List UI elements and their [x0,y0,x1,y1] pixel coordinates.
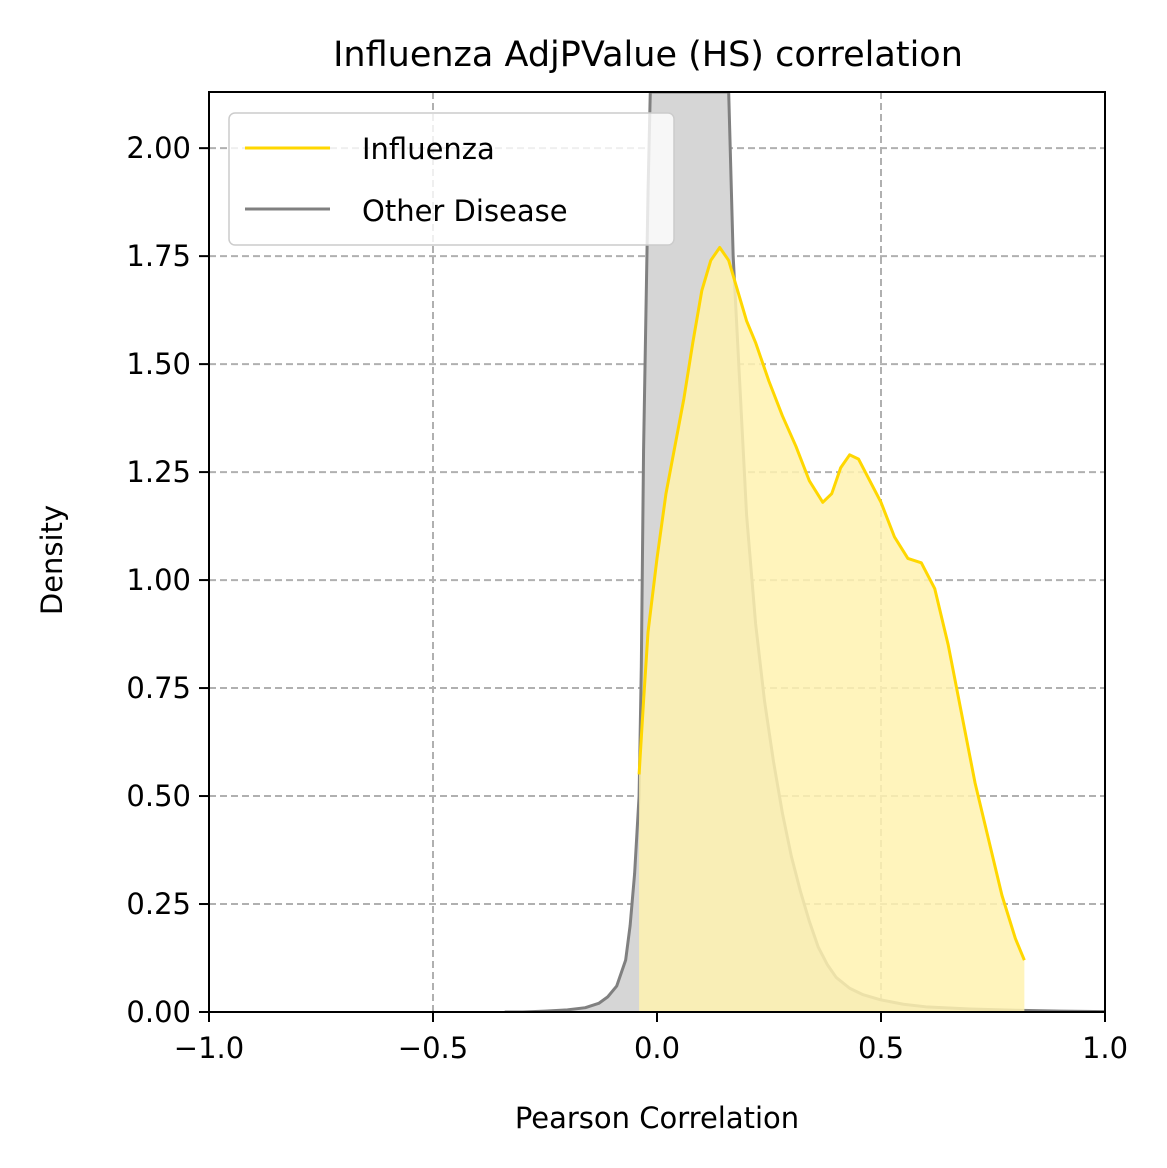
area-influenza [639,247,1025,1012]
x-tick-label-0: −1.0 [174,1031,244,1065]
y-axis-label: Density [35,505,69,615]
y-tick-label-3: 0.75 [126,671,191,705]
y-tick-label-8: 2.00 [126,131,191,165]
chart-title: Influenza AdjPValue (HS) correlation [333,35,963,75]
x-tick-label-2: 0.0 [634,1031,680,1065]
y-tick-label-0: 0.00 [126,995,191,1029]
y-tick-label-7: 1.75 [126,239,191,273]
y-tick-label-1: 0.25 [126,887,191,921]
x-tick-label-4: 1.0 [1082,1031,1128,1065]
series-layer [504,92,1105,1012]
axis-ticks: −1.0 −0.5 0.0 0.5 1.0 0.00 0.25 0.50 0.75 1.00 1.2… [126,131,1128,1065]
x-axis-label: Pearson Correlation [515,1101,799,1135]
legend-box [228,112,675,246]
y-tick-label-4: 1.00 [126,563,191,597]
x-tick-label-3: 0.5 [858,1031,904,1065]
y-tick-label-2: 0.50 [126,779,191,813]
legend: Influenza Other Disease [228,112,675,246]
y-tick-label-5: 1.25 [126,455,191,489]
line-influenza [637,245,1026,961]
y-tick-label-6: 1.50 [126,347,191,381]
legend-label-other-disease: Other Disease [362,194,568,228]
legend-label-influenza: Influenza [362,132,495,166]
x-tick-label-1: −0.5 [398,1031,468,1065]
